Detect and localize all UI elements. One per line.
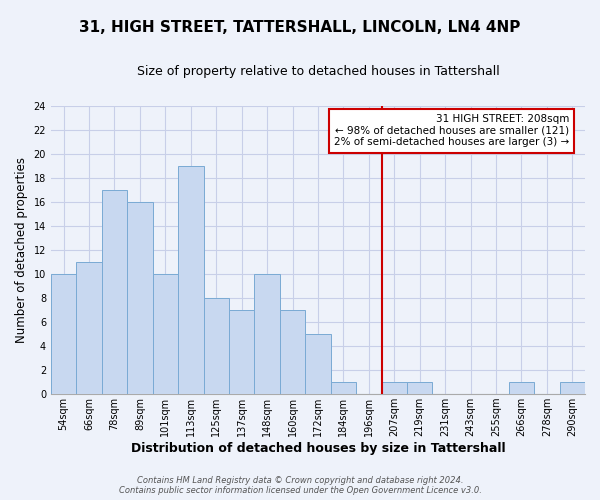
Bar	[382, 382, 407, 394]
Bar	[102, 190, 127, 394]
Bar	[51, 274, 76, 394]
Text: 31, HIGH STREET, TATTERSHALL, LINCOLN, LN4 4NP: 31, HIGH STREET, TATTERSHALL, LINCOLN, L…	[79, 20, 521, 35]
Bar	[331, 382, 356, 394]
Bar	[76, 262, 102, 394]
Bar	[509, 382, 534, 394]
Bar	[305, 334, 331, 394]
Bar	[280, 310, 305, 394]
Title: Size of property relative to detached houses in Tattershall: Size of property relative to detached ho…	[137, 65, 499, 78]
X-axis label: Distribution of detached houses by size in Tattershall: Distribution of detached houses by size …	[131, 442, 505, 455]
Text: 31 HIGH STREET: 208sqm
← 98% of detached houses are smaller (121)
2% of semi-det: 31 HIGH STREET: 208sqm ← 98% of detached…	[334, 114, 569, 148]
Bar	[178, 166, 203, 394]
Bar	[229, 310, 254, 394]
Bar	[254, 274, 280, 394]
Bar	[127, 202, 152, 394]
Bar	[560, 382, 585, 394]
Y-axis label: Number of detached properties: Number of detached properties	[15, 157, 28, 343]
Bar	[407, 382, 433, 394]
Bar	[152, 274, 178, 394]
Text: Contains HM Land Registry data © Crown copyright and database right 2024.
Contai: Contains HM Land Registry data © Crown c…	[119, 476, 481, 495]
Bar	[203, 298, 229, 394]
